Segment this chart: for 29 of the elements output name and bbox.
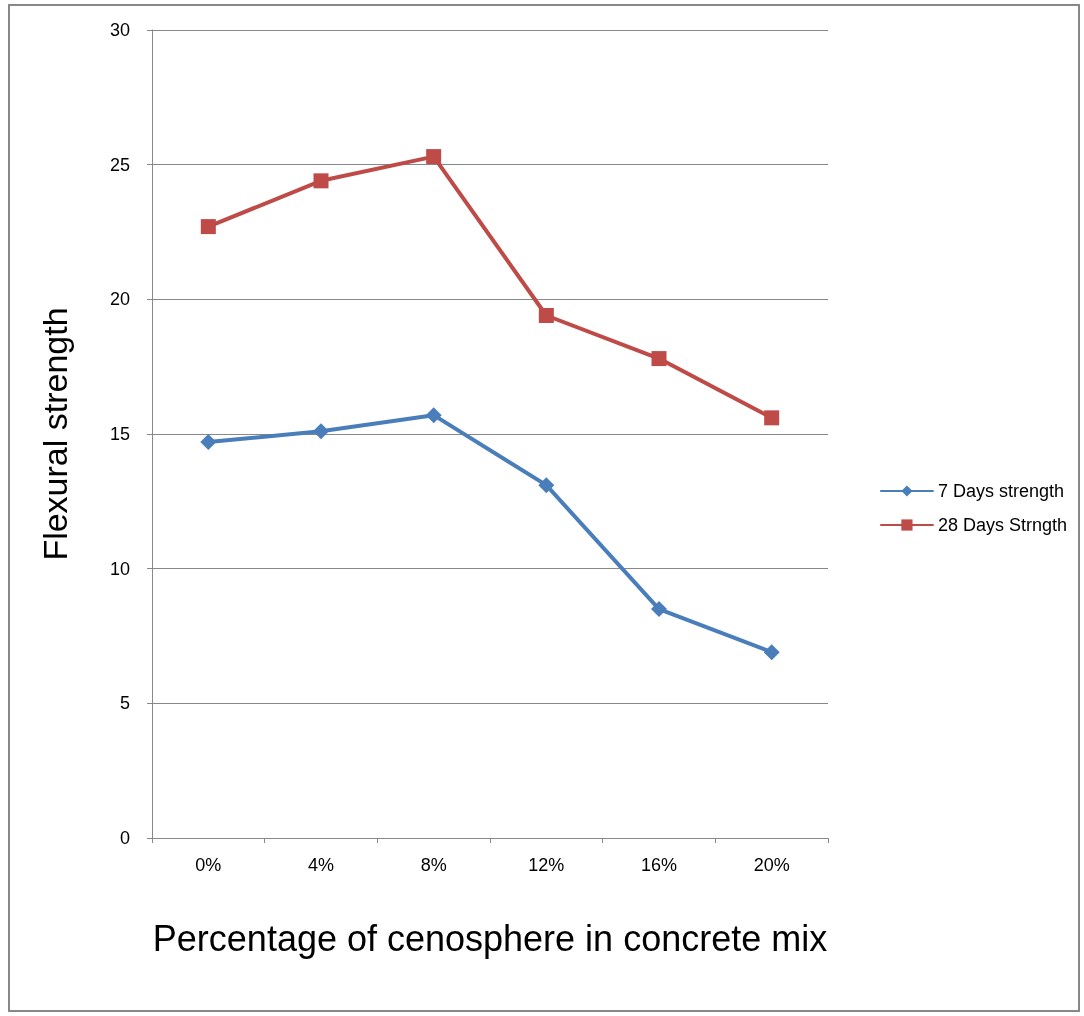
x-tick-label: 0% <box>195 855 222 875</box>
point <box>313 173 329 189</box>
point <box>764 410 780 426</box>
point <box>651 601 667 618</box>
x-tick-label: 4% <box>307 855 335 875</box>
point <box>425 407 442 424</box>
y-tick-label: 15 <box>109 424 130 444</box>
point <box>200 219 216 235</box>
x-tick-label: 12% <box>528 855 565 875</box>
x-tick-label: 16% <box>640 855 678 875</box>
legend-label: 28 Days Strngth <box>937 515 1068 535</box>
point <box>651 351 667 367</box>
y-tick-label: 25 <box>109 154 130 175</box>
y-tick-label: 20 <box>109 289 130 310</box>
point <box>426 149 442 165</box>
x-tick-label: 8% <box>420 855 447 875</box>
x-axis-title: Percentage of cenosphere in concrete mix <box>152 917 828 959</box>
y-tick-label: 10 <box>109 558 130 579</box>
point <box>538 307 554 323</box>
legend-label: 7 Days strength <box>937 481 1064 501</box>
y-tick-label: 5 <box>119 693 130 714</box>
x-tick-label: 20% <box>753 855 790 875</box>
point <box>538 477 555 494</box>
y-tick-label: 30 <box>109 20 130 40</box>
point <box>763 644 780 661</box>
y-tick-label: 0 <box>119 828 130 848</box>
point <box>313 423 329 440</box>
y-axis-title: Flexural strength <box>36 307 74 561</box>
point <box>200 434 217 451</box>
